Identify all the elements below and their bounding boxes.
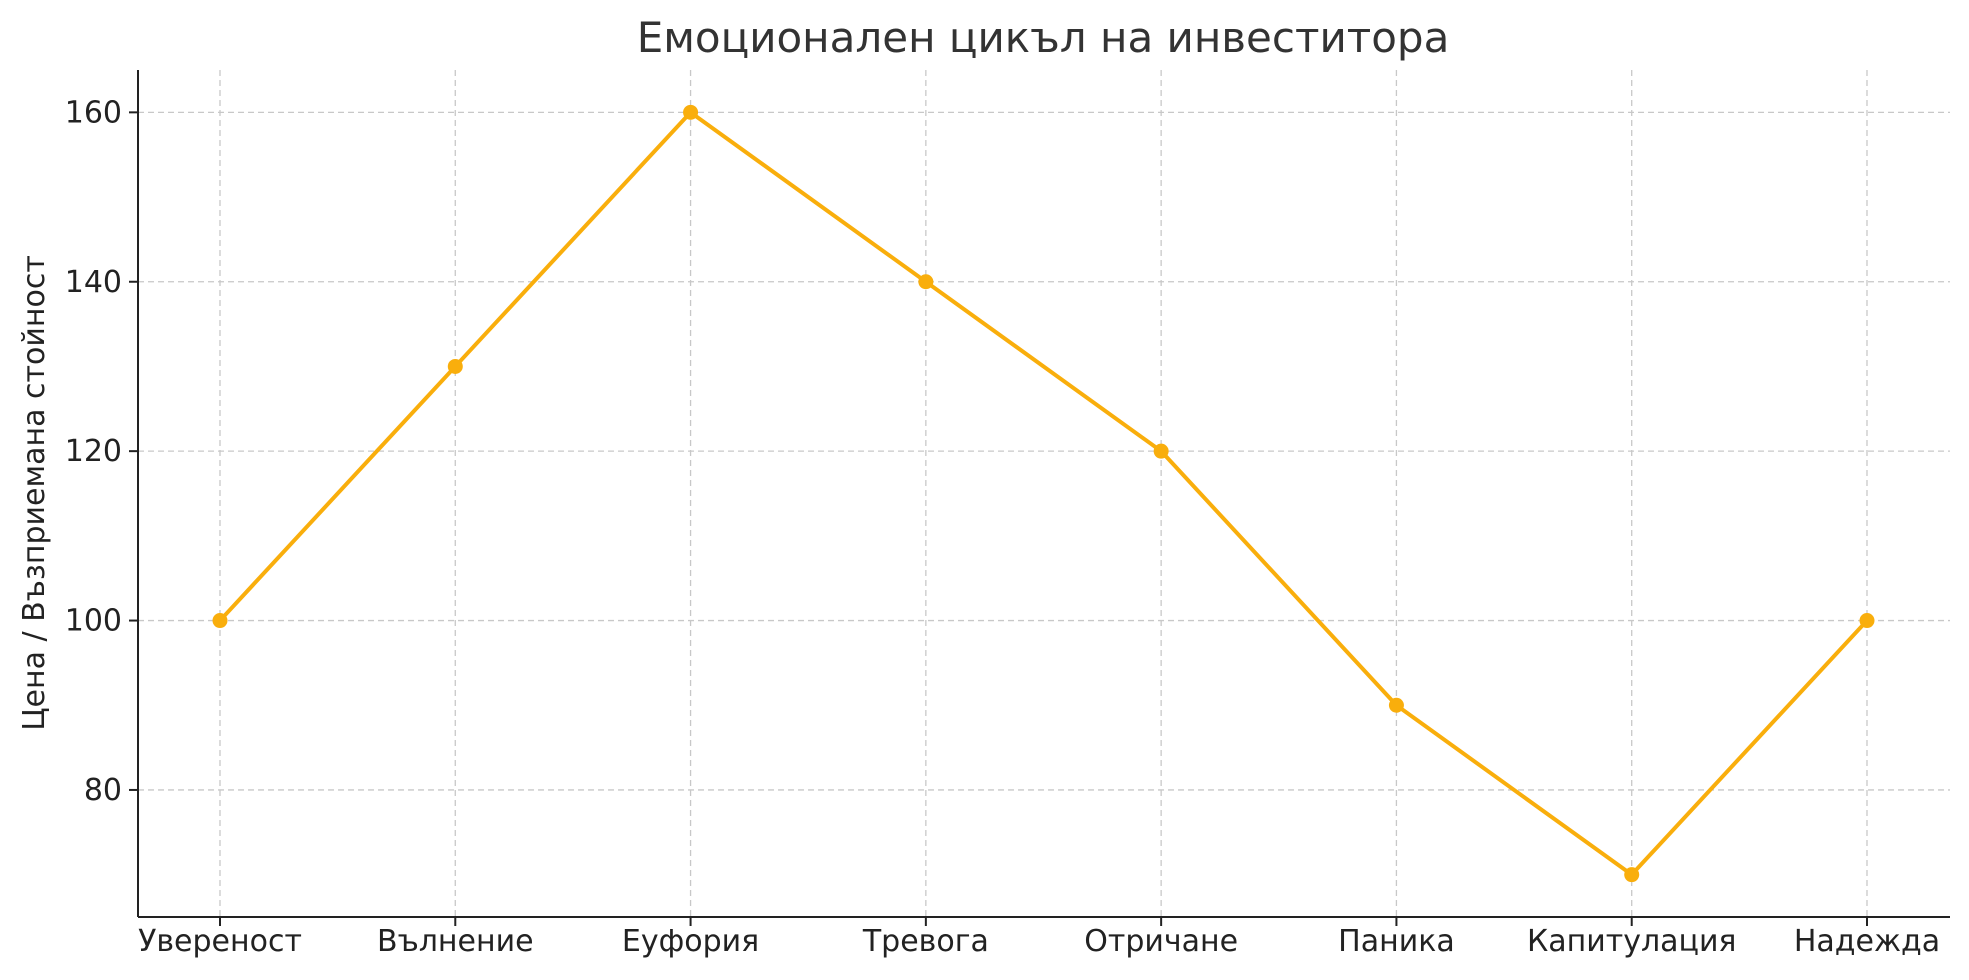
y-tick-label: 80 [84,773,122,808]
y-tick-label: 100 [65,604,122,639]
data-point [1859,613,1875,629]
grid [138,70,1950,917]
data-point [447,358,463,374]
x-tick-label: Надежда [1794,924,1940,959]
y-axis-label: Цена / Възприемана стойност [17,255,52,731]
x-tick-label: Отричане [1084,924,1238,959]
axes [137,70,1950,918]
data-point [1388,697,1404,713]
data-point [212,613,228,629]
data-point [918,274,934,290]
x-tick-label: Тревога [862,924,989,959]
ticks: Увереност Вълнение Еуфория Тревога Отричане П… [65,95,1940,959]
data-point [1153,443,1169,459]
x-tick-label: Вълнение [377,924,534,959]
data-point [683,104,699,120]
y-tick-label: 120 [65,434,122,469]
x-tick-label: Увереност [138,924,302,959]
chart-title: Емоционален цикъл на инвеститора [637,13,1450,62]
y-tick-label: 140 [65,265,122,300]
x-tick-label: Еуфория [622,924,759,959]
series [212,104,1875,883]
series-line [218,110,1869,877]
data-point [1624,867,1640,883]
x-tick-label: Паника [1338,924,1455,959]
y-tick-label: 160 [65,95,122,130]
x-tick-label: Капитулация [1527,924,1737,959]
